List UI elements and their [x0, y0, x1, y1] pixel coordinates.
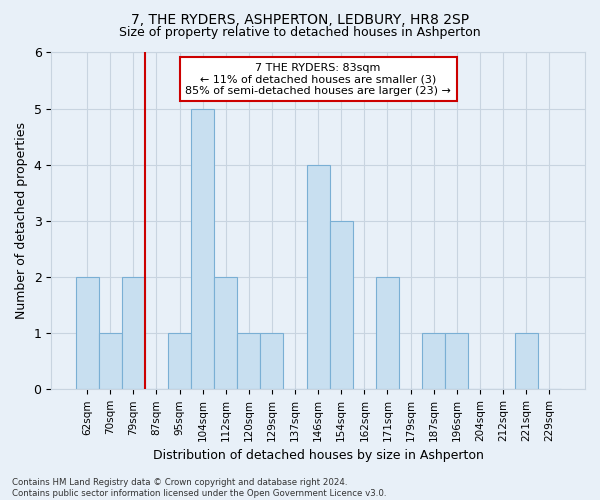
Bar: [237, 333, 260, 390]
Text: 7, THE RYDERS, ASHPERTON, LEDBURY, HR8 2SP: 7, THE RYDERS, ASHPERTON, LEDBURY, HR8 2…: [131, 12, 469, 26]
Y-axis label: Number of detached properties: Number of detached properties: [15, 122, 28, 320]
Bar: [307, 165, 329, 390]
Bar: [98, 333, 122, 390]
Bar: [329, 221, 353, 390]
Bar: [445, 333, 469, 390]
Bar: [422, 333, 445, 390]
Text: Contains HM Land Registry data © Crown copyright and database right 2024.
Contai: Contains HM Land Registry data © Crown c…: [12, 478, 386, 498]
Bar: [515, 333, 538, 390]
Bar: [376, 277, 399, 390]
X-axis label: Distribution of detached houses by size in Ashperton: Distribution of detached houses by size …: [153, 450, 484, 462]
Bar: [168, 333, 191, 390]
Bar: [122, 277, 145, 390]
Bar: [260, 333, 283, 390]
Text: 7 THE RYDERS: 83sqm
← 11% of detached houses are smaller (3)
85% of semi-detache: 7 THE RYDERS: 83sqm ← 11% of detached ho…: [185, 62, 451, 96]
Bar: [76, 277, 98, 390]
Text: Size of property relative to detached houses in Ashperton: Size of property relative to detached ho…: [119, 26, 481, 39]
Bar: [191, 108, 214, 390]
Bar: [214, 277, 237, 390]
